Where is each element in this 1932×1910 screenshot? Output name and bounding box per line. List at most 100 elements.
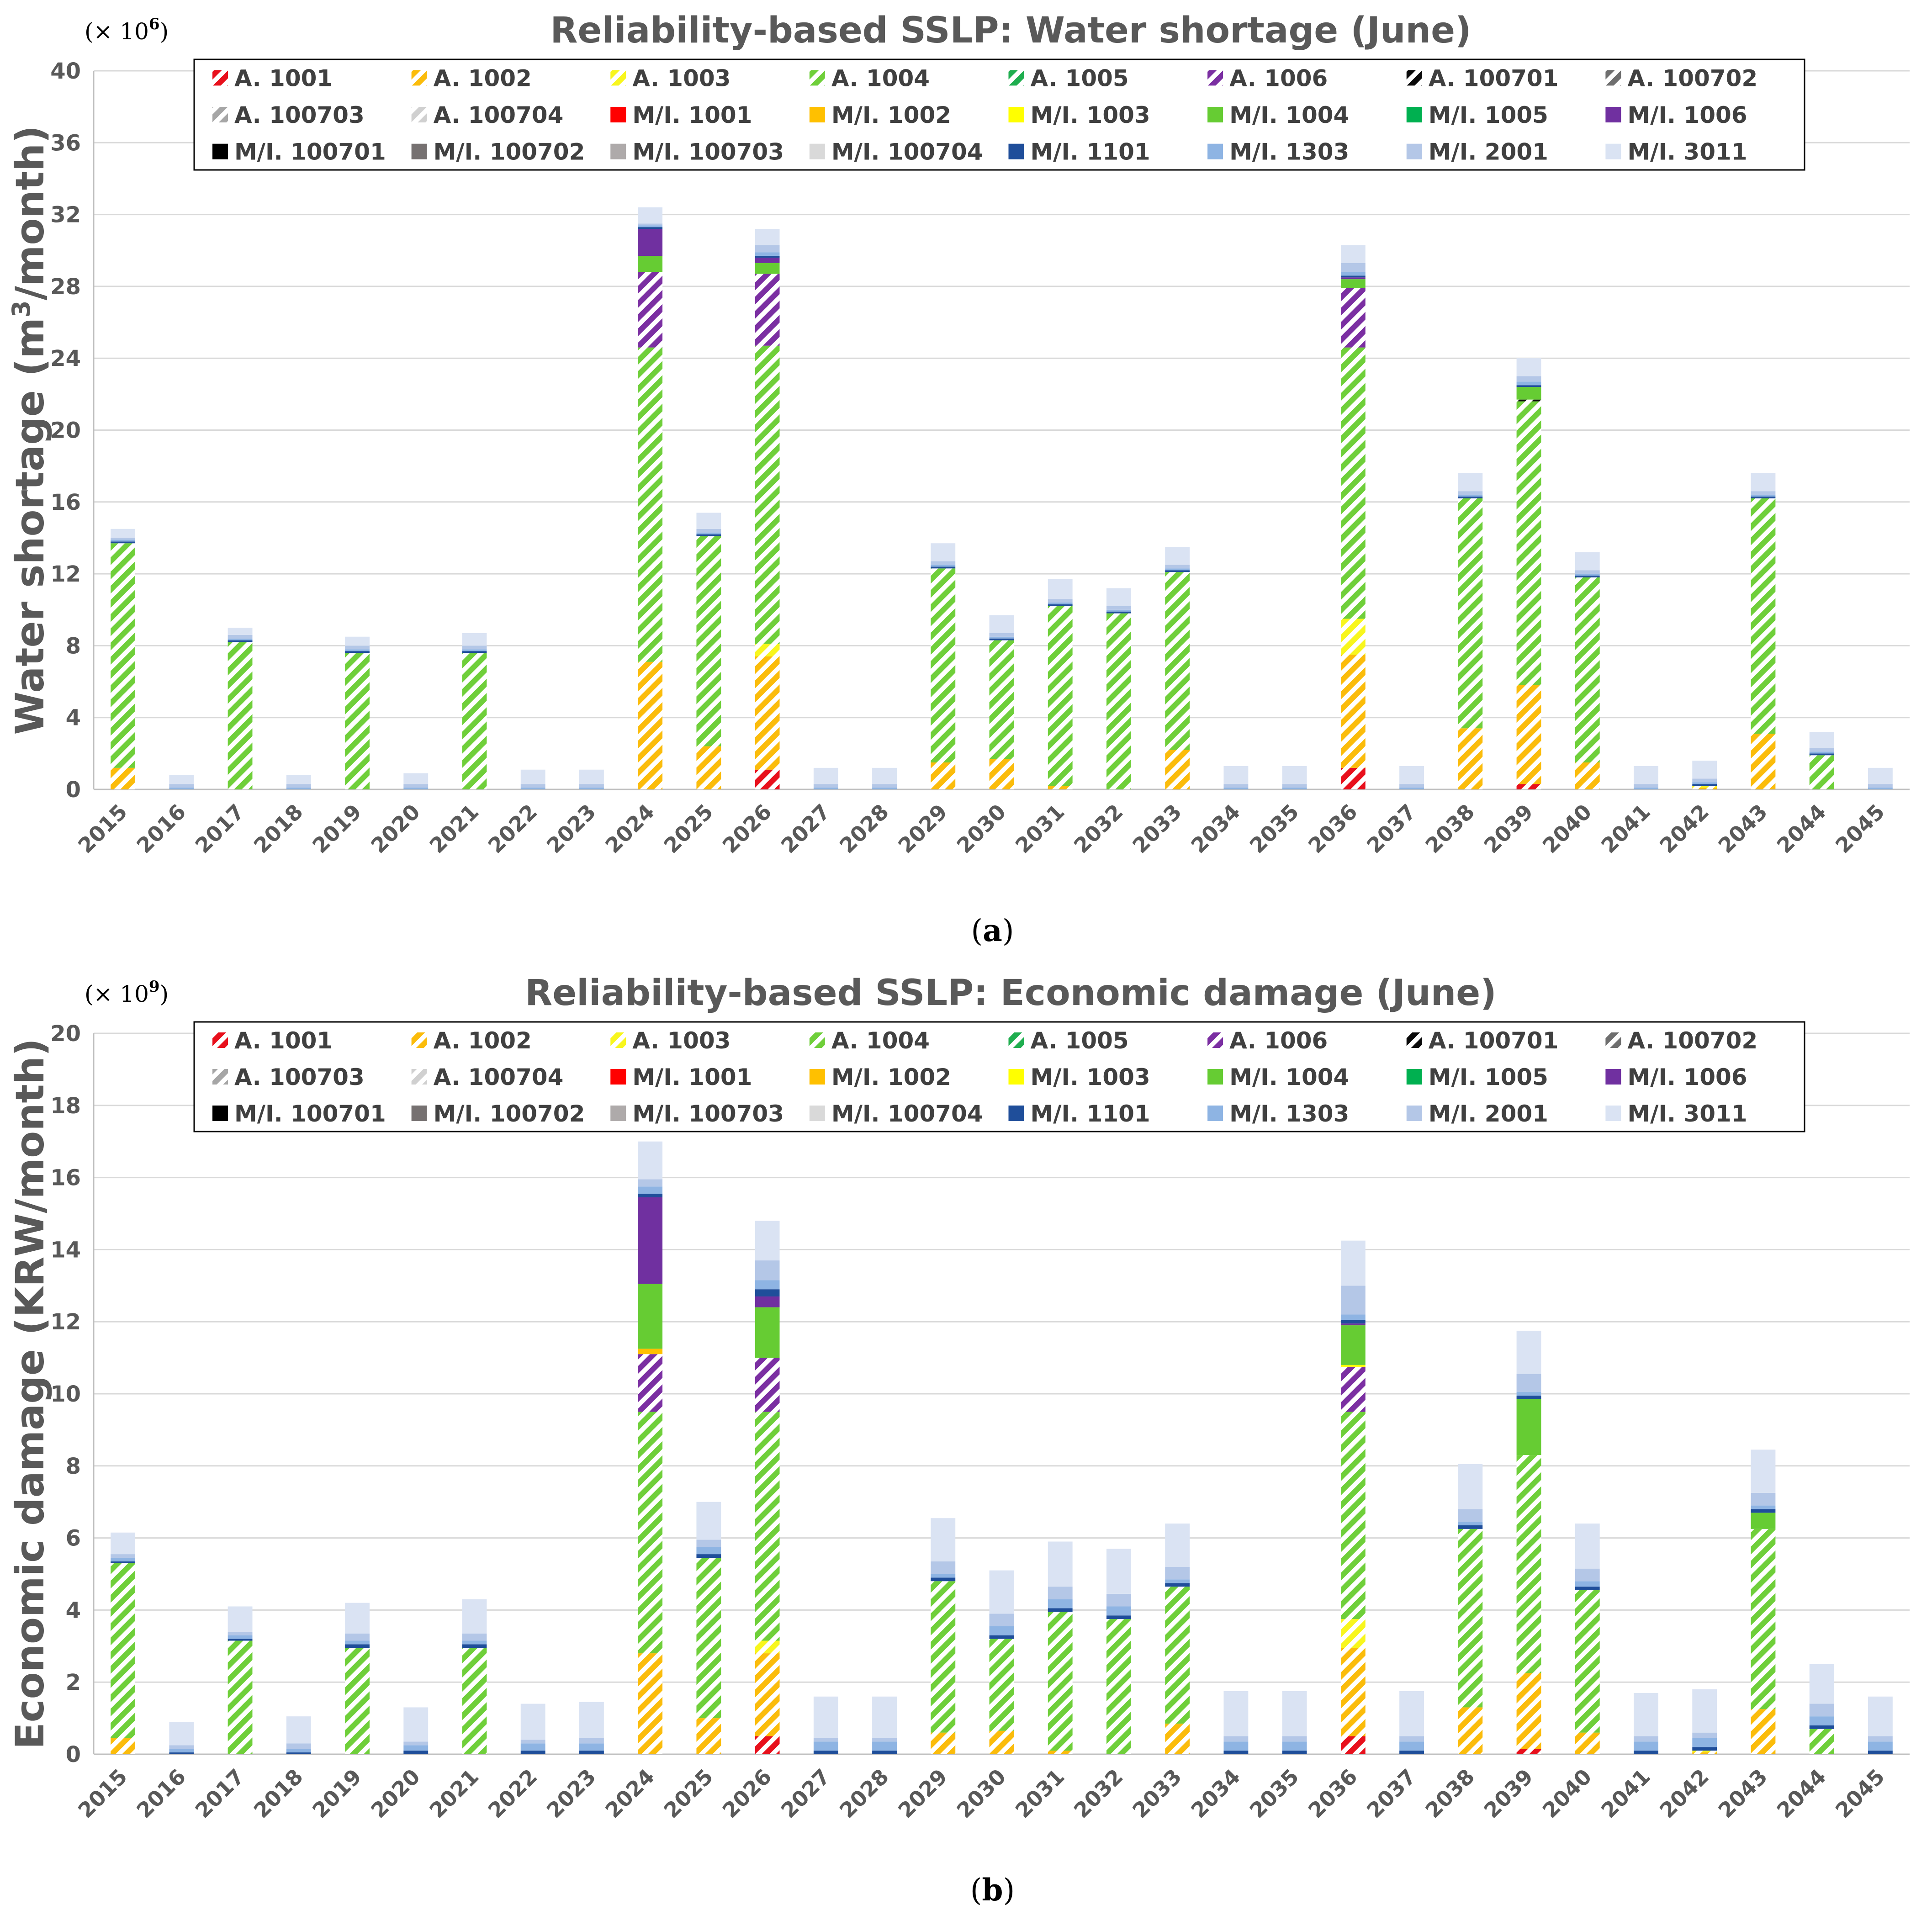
legend-label: A. 100704 <box>434 1064 564 1090</box>
bar-segment-m-i-1303-2031 <box>1048 603 1073 604</box>
legend-swatch <box>212 70 228 86</box>
bar-segment-m-i-1101-2032 <box>1106 611 1131 614</box>
bar-segment-a-1004-2015 <box>111 543 136 768</box>
bar-segment-m-i-1101-2019 <box>345 1644 370 1648</box>
bar-segment-m-i-3011-2030 <box>989 615 1014 633</box>
legend-item-a-1002: A. 1002 <box>411 65 532 91</box>
x-tick-label: 2016 <box>132 799 191 858</box>
bar-segment-m-i-2001-2035 <box>1282 784 1307 788</box>
legend-swatch <box>411 107 427 122</box>
x-tick-label: 2032 <box>1069 799 1128 858</box>
bar-segment-a-1004-2040 <box>1575 1590 1600 1733</box>
legend-item-m-i-3011: M/I. 3011 <box>1605 1100 1747 1127</box>
bar-segment-m-i-2001-2033 <box>1165 1566 1190 1580</box>
bar-segment-m-i-3011-2037 <box>1399 1691 1424 1736</box>
legend-label: M/I. 100703 <box>632 1100 784 1127</box>
y-tick-label: 16 <box>50 1165 81 1191</box>
bar-segment-m-i-1303-2037 <box>1399 1741 1424 1751</box>
legend-label: A. 1003 <box>632 65 730 91</box>
bar-segment-m-i-3011-2043 <box>1751 473 1776 492</box>
legend-label: A. 1005 <box>1031 1027 1129 1054</box>
legend-item-a-100701: A. 100701 <box>1406 65 1559 91</box>
y-tick-label: 0 <box>66 777 81 803</box>
bar-segment-m-i-1303-2030 <box>989 1626 1014 1635</box>
legend-swatch <box>411 1106 427 1121</box>
bar-segment-a-1004-2044 <box>1809 755 1834 789</box>
bar-segment-m-i-1303-2044 <box>1809 751 1834 754</box>
x-tick-label: 2040 <box>1538 799 1597 858</box>
bar-segment-a-1004-2017 <box>228 642 253 789</box>
bar-segment-m-i-3011-2039 <box>1516 358 1541 376</box>
x-tick-label: 2037 <box>1362 1764 1421 1823</box>
y-tick-label: 18 <box>50 1093 81 1119</box>
bar-segment-a-1004-2029 <box>931 568 956 763</box>
x-tick-label: 2045 <box>1831 799 1890 858</box>
bar-segment-m-i-1303-2036 <box>1340 272 1366 276</box>
bar-segment-a-1002-2043 <box>1751 1709 1776 1754</box>
x-tick-label: 2027 <box>776 799 835 858</box>
legend-label: A. 1004 <box>831 65 930 91</box>
panel-caption: (a) <box>971 913 1014 948</box>
legend-swatch <box>809 1106 825 1121</box>
bar-segment-a-1004-2036 <box>1340 347 1366 619</box>
bar-segment-m-i-1004-2036 <box>1340 279 1366 288</box>
bar-segment-m-i-1303-2033 <box>1165 1579 1190 1583</box>
bar-segment-a-1004-2039 <box>1516 1455 1541 1673</box>
x-tick-label: 2017 <box>191 799 249 858</box>
bar-segment-m-i-2001-2030 <box>989 633 1014 637</box>
bar-segment-m-i-1101-2028 <box>872 1751 897 1754</box>
bar-segment-m-i-1303-2038 <box>1458 1522 1483 1525</box>
bar-segment-m-i-3011-2030 <box>989 1570 1014 1614</box>
bar-segment-m-i-1004-2026 <box>755 1307 780 1358</box>
bar-segment-m-i-2001-2020 <box>403 784 429 788</box>
bar-segment-a-1002-2030 <box>989 759 1014 789</box>
x-tick-label: 2039 <box>1479 799 1538 858</box>
bar-segment-m-i-2001-2037 <box>1399 1736 1424 1742</box>
legend-item-m-i-1005: M/I. 1005 <box>1406 102 1548 128</box>
x-tick-label: 2033 <box>1127 799 1186 858</box>
bar-segment-m-i-1303-2029 <box>931 565 956 567</box>
legend-label: M/I. 1001 <box>632 1064 752 1090</box>
bar-segment-m-i-3011-2023 <box>579 1702 604 1738</box>
legend-swatch <box>610 1106 626 1121</box>
bar-segment-m-i-2001-2037 <box>1399 784 1424 788</box>
bar-segment-a-1002-2036 <box>1340 655 1366 768</box>
legend-item-a-1002: A. 1002 <box>411 1027 532 1054</box>
bar-segment-m-i-3011-2035 <box>1282 1691 1307 1736</box>
x-tick-label: 2027 <box>776 1764 835 1823</box>
legend-swatch <box>1207 107 1223 122</box>
legend-swatch <box>1008 1032 1024 1048</box>
bar-segment-a-1002-2025 <box>696 746 721 789</box>
bar-segment-a-1003-2026 <box>755 644 780 656</box>
bar-segment-m-i-1101-2043 <box>1751 1509 1776 1513</box>
bar-segment-m-i-2001-2039 <box>1516 376 1541 382</box>
bar-segment-m-i-1101-2021 <box>462 1644 487 1648</box>
bar-segment-m-i-1101-2030 <box>989 638 1014 640</box>
legend-label: M/I. 1303 <box>1229 139 1349 165</box>
bar-segment-m-i-1303-2028 <box>872 788 897 789</box>
x-tick-label: 2031 <box>1011 1764 1069 1823</box>
bar-segment-m-i-2001-2035 <box>1282 1736 1307 1742</box>
legend-item-a-1006: A. 1006 <box>1207 1027 1328 1054</box>
bar-segment-m-i-1006-2024 <box>638 229 663 256</box>
bar-segment-m-i-1101-2024 <box>638 1194 663 1197</box>
bar-segment-m-i-2001-2027 <box>813 784 838 788</box>
x-tick-label: 2044 <box>1772 1764 1831 1823</box>
legend-label: A. 100701 <box>1429 65 1559 91</box>
legend-box <box>193 58 1805 171</box>
bar-segment-m-i-3011-2027 <box>813 1696 838 1738</box>
x-tick-label: 2044 <box>1772 799 1831 858</box>
y-tick-label: 4 <box>66 1598 81 1623</box>
bar-segment-m-i-2001-2036 <box>1340 1286 1366 1315</box>
bar-segment-m-i-3011-2036 <box>1340 1240 1366 1286</box>
bar-segment-m-i-3011-2017 <box>228 1606 253 1632</box>
bar-segment-m-i-2001-2036 <box>1340 263 1366 272</box>
bar-segment-m-i-3011-2039 <box>1516 1330 1541 1374</box>
bar-segment-m-i-2001-2026 <box>755 1260 780 1280</box>
bar-segment-m-i-1101-2019 <box>345 651 370 653</box>
legend-item-m-i-1002: M/I. 1002 <box>809 102 951 128</box>
bar-segment-m-i-1303-2033 <box>1165 568 1190 571</box>
bar-segment-m-i-1101-2044 <box>1809 1725 1834 1729</box>
bar-segment-a-1003-2042 <box>1692 786 1717 788</box>
